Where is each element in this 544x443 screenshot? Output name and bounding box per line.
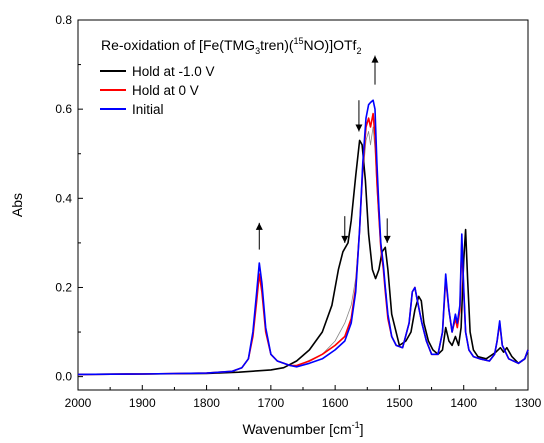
chart-title: Re-oxidation of [Fe(TMG3tren)(15NO)]OTf2 [101, 36, 361, 56]
series-line-initial [77, 99, 529, 376]
x-tick-label: 2000 [65, 396, 92, 410]
y-tick-label: 0.4 [55, 191, 72, 205]
x-axis: 2000 1900 1800 1700 1600 1500 1400 1300 [65, 385, 542, 410]
y-axis-title: Abs [9, 193, 25, 217]
y-tick-label: 0.6 [55, 102, 72, 116]
x-axis-title: Wavenumber [cm-1] [242, 420, 363, 437]
x-tick-label: 1300 [515, 396, 542, 410]
series-line-reference [302, 126, 387, 364]
series-layer [77, 99, 529, 376]
legend-label: Hold at 0 V [132, 83, 199, 98]
y-axis: 0.0 0.2 0.4 0.6 0.8 [55, 13, 83, 384]
x-tick-label: 1900 [129, 396, 156, 410]
arrow-down-icon [341, 216, 349, 243]
legend-label: Hold at -1.0 V [132, 64, 215, 79]
annotation-arrows [255, 55, 391, 250]
x-tick-label: 1500 [386, 396, 413, 410]
x-tick-label: 1400 [450, 396, 477, 410]
x-tick-label: 1800 [193, 396, 220, 410]
y-tick-label: 0.0 [55, 370, 72, 384]
legend: Hold at -1.0 V Hold at 0 V Initial [100, 64, 215, 117]
x-tick-label: 1600 [322, 396, 349, 410]
arrow-down-icon [383, 218, 391, 243]
y-tick-label: 0.8 [55, 13, 72, 27]
arrow-down-icon [355, 100, 363, 132]
legend-label: Initial [132, 102, 164, 117]
y-tick-label: 0.2 [55, 280, 72, 294]
arrow-up-icon [371, 55, 379, 85]
series-line-hold-at-1-0-v [77, 139, 529, 376]
arrow-up-icon [255, 222, 263, 250]
x-tick-label: 1700 [258, 396, 285, 410]
